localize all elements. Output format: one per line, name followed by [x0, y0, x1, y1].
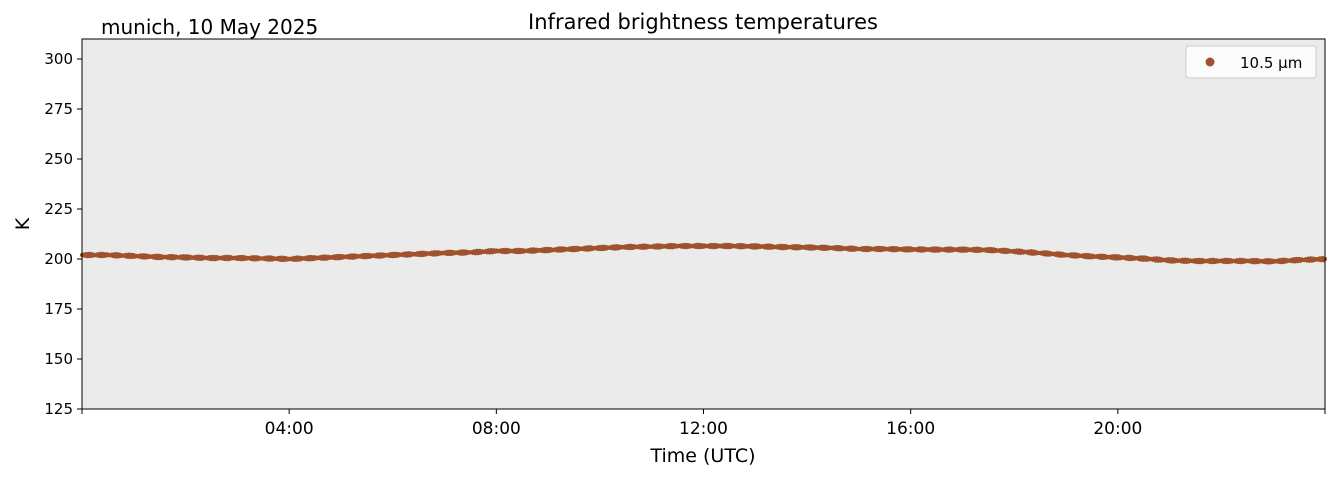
series-points: [79, 242, 1328, 265]
chart-title: Infrared brightness temperatures: [528, 10, 878, 34]
legend-box: [1185, 45, 1317, 79]
y-tick-label: 275: [44, 100, 73, 118]
plot-area: [82, 39, 1325, 409]
y-tick-label: 300: [44, 50, 73, 68]
x-axis-label: Time (UTC): [649, 445, 755, 467]
legend-marker: [1205, 57, 1215, 67]
y-axis-label: K: [12, 217, 34, 230]
x-tick-label: 16:00: [886, 419, 935, 439]
y-axis: 125 150 175 200 225 250 275 300: [44, 50, 82, 418]
y-tick-label: 200: [44, 250, 73, 268]
y-tick-label: 150: [44, 350, 73, 368]
y-tick-label: 175: [44, 300, 73, 318]
location-date-label: munich, 10 May 2025: [101, 15, 318, 39]
x-tick-label: 04:00: [265, 419, 314, 439]
legend: 10.5 µm: [1185, 45, 1317, 79]
x-tick-label: 20:00: [1093, 419, 1142, 439]
y-tick-label: 250: [44, 150, 73, 168]
series-layer: [79, 242, 1328, 265]
x-axis: 04:00 08:00 12:00 16:00 20:00: [81, 409, 1326, 439]
legend-label: 10.5 µm: [1240, 54, 1302, 72]
x-tick-label: 08:00: [472, 419, 521, 439]
x-tick-label: 12:00: [679, 419, 728, 439]
y-tick-label: 225: [44, 200, 73, 218]
y-tick-label: 125: [44, 400, 73, 418]
